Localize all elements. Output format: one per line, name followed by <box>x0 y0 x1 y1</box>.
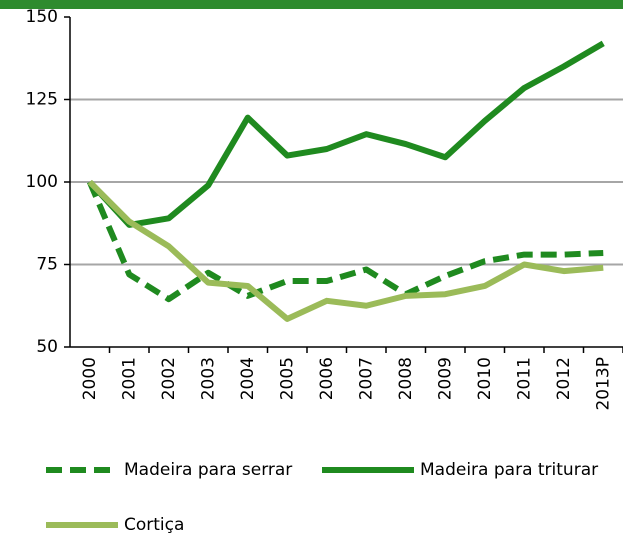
y-tick-label: 100 <box>26 172 58 192</box>
series-line <box>87 40 605 228</box>
y-tick-label: 50 <box>36 337 58 357</box>
x-tick-label: 2012 <box>554 357 574 400</box>
series-line <box>86 180 604 303</box>
x-tick-label: 2007 <box>356 357 376 400</box>
x-tick-label: 2006 <box>317 357 337 400</box>
x-tick-label: 2011 <box>514 357 534 400</box>
x-tick-label: 2000 <box>80 357 100 400</box>
series-line <box>87 179 604 322</box>
legend-label: Madeira para triturar <box>420 460 598 480</box>
x-tick-label: 2005 <box>277 357 297 400</box>
legend-label: Cortiça <box>124 515 184 535</box>
x-tick-label: 2003 <box>198 357 218 400</box>
x-tick-label: 2001 <box>119 357 139 400</box>
x-tick-label: 2009 <box>435 357 455 400</box>
header-bar <box>0 0 623 9</box>
x-tick-label: 2002 <box>159 357 179 400</box>
x-tick-label: 2004 <box>238 357 258 400</box>
legend-label: Madeira para serrar <box>124 460 292 480</box>
y-tick-label: 75 <box>36 255 58 275</box>
y-tick-label: 150 <box>26 7 58 27</box>
x-tick-label: 2010 <box>475 357 495 400</box>
x-tick-label: 2008 <box>396 357 416 400</box>
x-tick-label: 2013P <box>593 357 613 411</box>
y-tick-label: 125 <box>26 90 58 110</box>
